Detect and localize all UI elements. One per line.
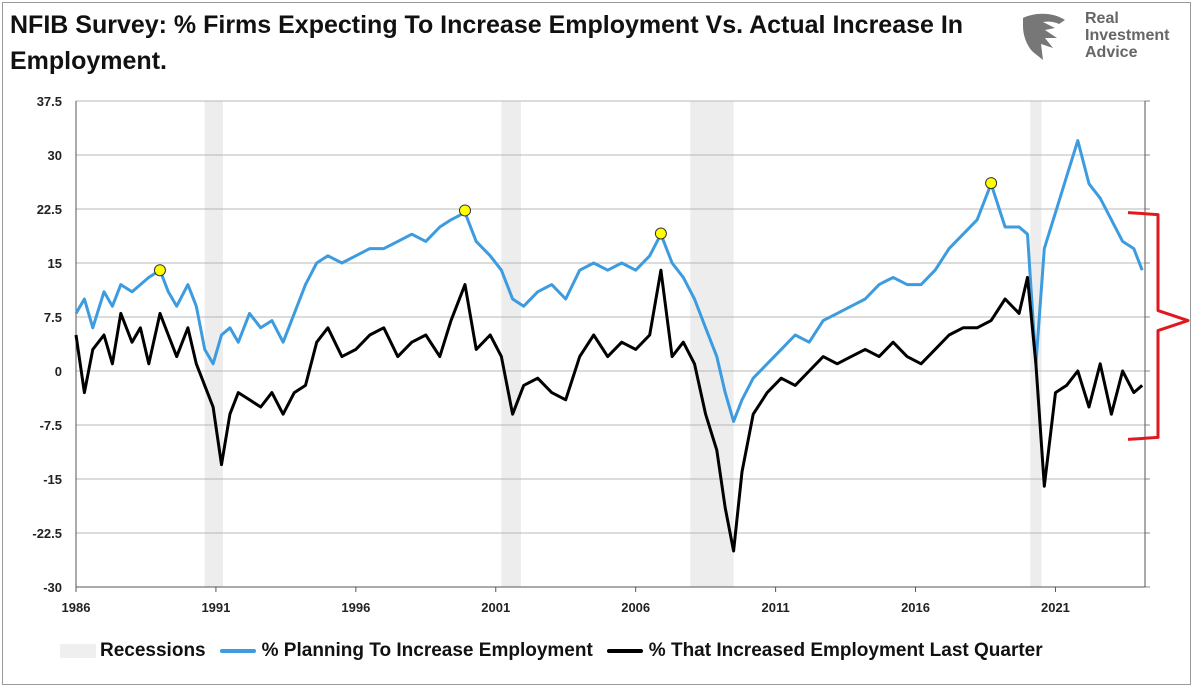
legend-increased: % That Increased Employment Last Quarter [606, 640, 1043, 662]
range-bracket-path [1127, 211, 1190, 441]
gridlines [76, 100, 1150, 588]
peak-marker-0 [153, 264, 166, 277]
chart-title: NFIB Survey: % Firms Expecting To Increa… [10, 11, 964, 75]
peak-marker-2 [654, 227, 667, 240]
range-bracket [1127, 211, 1190, 441]
recession-band-0 [204, 101, 223, 587]
logo-text: Real Investment Advice [1085, 10, 1169, 61]
peak-markers [153, 177, 998, 277]
peak-marker-3 [985, 177, 998, 190]
x-tick-label-2: 1996 [341, 600, 370, 615]
legend-recessions: Recessions [60, 640, 206, 662]
eagle-icon [1023, 13, 1065, 61]
y-tick-label-8: -22.5 [32, 526, 62, 541]
x-tick-label-1: 1991 [201, 600, 230, 615]
y-tick-label-9: -30 [43, 580, 62, 595]
y-tick-label-3: 15 [48, 256, 62, 271]
series-lines [74, 139, 1144, 553]
legend-planning: % Planning To Increase Employment [219, 640, 593, 662]
peak-marker-1 [458, 204, 471, 217]
y-tick-label-5: 0 [55, 364, 62, 379]
y-tick-label-4: 7.5 [44, 310, 62, 325]
legend-planning-label: % Planning To Increase Employment [261, 640, 593, 661]
x-tick-label-0: 1986 [62, 600, 91, 615]
y-tick-label-6: -7.5 [40, 418, 62, 433]
recession-swatch [60, 644, 96, 658]
y-tick-label-7: -15 [43, 472, 62, 487]
x-tick-label-7: 2021 [1041, 600, 1070, 615]
logo-line-2: Investment [1085, 27, 1170, 44]
legend-recessions-label: Recessions [100, 640, 206, 661]
brand-logo: Real Investment Advice [1015, 8, 1169, 68]
logo-line-3: Advice [1085, 44, 1138, 61]
series-line-0 [74, 139, 1144, 423]
legend-increased-label: % That Increased Employment Last Quarter [648, 640, 1043, 661]
x-tick-label-6: 2016 [901, 600, 930, 615]
chart-legend: Recessions % Planning To Increase Employ… [60, 636, 1170, 666]
x-tick-label-3: 2001 [481, 600, 510, 615]
y-tick-label-1: 30 [48, 148, 62, 163]
recession-band-1 [501, 101, 521, 587]
x-tick-label-5: 2011 [762, 600, 790, 615]
planning-swatch [219, 649, 256, 653]
y-tick-label-0: 37.5 [37, 94, 62, 109]
series-line-1 [74, 268, 1144, 553]
y-tick-label-2: 22.5 [37, 202, 62, 217]
increased-swatch [606, 649, 643, 653]
logo-line-1: Real [1085, 10, 1119, 27]
x-tick-label-4: 2006 [621, 600, 650, 615]
